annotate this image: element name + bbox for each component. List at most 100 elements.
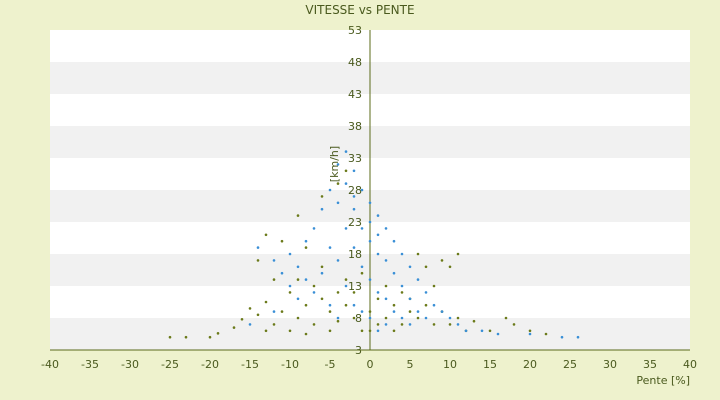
data-point (304, 303, 308, 307)
data-point (360, 265, 364, 269)
x-axis-label: Pente [%] (636, 374, 690, 387)
y-tick-label: 23 (348, 216, 362, 229)
data-point (272, 259, 276, 262)
data-point (456, 316, 460, 320)
data-point (248, 323, 252, 326)
data-point (368, 278, 372, 281)
data-point (184, 335, 188, 339)
data-point (328, 310, 332, 313)
data-point (360, 329, 364, 333)
data-point (376, 214, 380, 217)
data-point (528, 329, 532, 333)
data-point (408, 310, 412, 313)
x-tick-label: -5 (325, 358, 336, 371)
data-point (312, 284, 316, 288)
data-point (416, 252, 420, 256)
data-point (400, 291, 404, 294)
data-point (392, 271, 396, 275)
data-point (320, 195, 324, 198)
data-point (360, 227, 364, 230)
data-point (368, 329, 372, 333)
data-point (376, 233, 380, 237)
y-tick-label: 8 (355, 312, 362, 325)
data-point (320, 271, 324, 275)
data-point (344, 278, 348, 281)
x-tick-label: 40 (683, 358, 697, 371)
data-point (384, 259, 388, 262)
data-point (432, 323, 436, 326)
data-point (280, 239, 284, 243)
data-point (328, 246, 332, 249)
data-point (400, 316, 404, 320)
data-point (216, 332, 220, 335)
data-point (288, 284, 292, 288)
data-point (384, 227, 388, 230)
data-point (360, 188, 364, 192)
data-point (376, 297, 380, 301)
data-point (264, 300, 268, 304)
data-point (456, 252, 460, 256)
data-point (312, 323, 316, 326)
data-point (408, 323, 412, 326)
data-point (424, 316, 428, 320)
x-tick-label: -25 (161, 358, 179, 371)
data-point (208, 335, 212, 339)
data-point (392, 310, 396, 313)
data-point (272, 323, 276, 326)
data-point (384, 284, 388, 288)
data-point (360, 271, 364, 275)
data-point (296, 265, 300, 269)
data-point (392, 303, 396, 307)
y-tick-label: 48 (348, 56, 362, 69)
data-point (424, 291, 428, 294)
data-point (336, 319, 340, 323)
y-tick-label: 13 (348, 280, 362, 293)
data-point (360, 310, 364, 313)
data-point (328, 303, 332, 307)
data-point (344, 150, 348, 153)
y-tick-label: 43 (348, 88, 362, 101)
data-point (288, 291, 292, 294)
data-point (304, 239, 308, 243)
data-point (368, 310, 372, 313)
data-point (352, 246, 356, 249)
x-tick-label: 30 (603, 358, 617, 371)
data-point (288, 329, 292, 333)
data-point (376, 291, 380, 294)
x-tick-label: 10 (443, 358, 457, 371)
y-tick-label: 28 (348, 184, 362, 197)
data-point (368, 239, 372, 243)
data-point (544, 332, 548, 336)
data-point (352, 303, 356, 307)
x-tick-label: -15 (241, 358, 259, 371)
data-point (320, 297, 324, 301)
data-points (168, 150, 580, 339)
data-point (288, 252, 292, 256)
data-point (472, 319, 476, 323)
x-tick-label: -20 (201, 358, 219, 371)
data-point (344, 182, 348, 185)
data-point (408, 265, 412, 269)
data-point (416, 310, 420, 313)
data-point (456, 323, 460, 326)
x-tick-label: 35 (643, 358, 657, 371)
data-point (368, 201, 372, 205)
data-point (336, 259, 340, 262)
data-point (416, 316, 420, 320)
data-point (480, 329, 484, 333)
data-point (344, 169, 348, 173)
data-point (384, 316, 388, 320)
data-point (336, 201, 340, 205)
data-point (320, 207, 324, 211)
data-point (352, 316, 356, 320)
data-point (240, 317, 244, 321)
data-point (320, 265, 324, 269)
data-point (264, 233, 268, 237)
data-point (312, 227, 316, 230)
data-point (368, 220, 372, 224)
data-point (336, 316, 340, 320)
x-tick-label: -30 (121, 358, 139, 371)
data-point (512, 323, 516, 326)
data-point (408, 297, 412, 301)
data-point (384, 297, 388, 301)
